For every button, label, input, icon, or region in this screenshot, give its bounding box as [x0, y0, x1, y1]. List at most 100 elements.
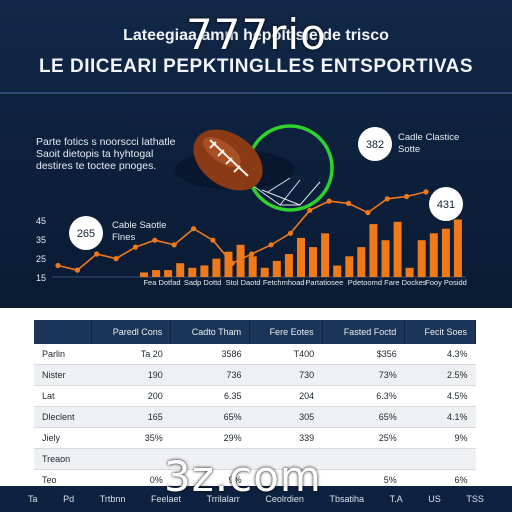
bar: [345, 256, 354, 277]
bar: [429, 233, 438, 277]
football-laces: [209, 139, 249, 177]
line-point: [152, 237, 158, 243]
table-cell: 35%: [91, 427, 171, 449]
bar: [140, 272, 148, 277]
footer-item: Ceolrdien: [265, 494, 304, 504]
callout-value: 265: [77, 228, 95, 240]
line-point: [365, 210, 371, 216]
table-header-cell: Fasted Foctd: [322, 320, 406, 344]
table-row: Teo 0% 9% 5% 6%: [34, 469, 476, 491]
line-point: [404, 193, 410, 200]
table-cell: 165: [91, 406, 171, 428]
line-point: [171, 242, 177, 248]
callout-label: Flnes: [112, 232, 135, 243]
header-divider: [0, 92, 512, 94]
bar: [164, 270, 173, 277]
line-point: [249, 251, 255, 257]
bar: [357, 247, 366, 277]
table-header-cell: [34, 320, 93, 344]
footer-item: Trtbnn: [99, 494, 126, 504]
table-cell: 29%: [170, 427, 250, 449]
table-row: Nister 190 736 730 73% 2.5%: [34, 364, 476, 386]
line-point: [307, 207, 313, 213]
table-row: Jiely 35% 29% 339 25% 9%: [34, 427, 476, 449]
callout-label: Cable Saotle: [112, 220, 166, 231]
bar: [260, 267, 269, 277]
table-cell: $356: [322, 344, 405, 365]
table-cell: Dleclent: [34, 406, 92, 428]
table-cell: [91, 448, 171, 470]
x-tick-label: Fare Dockes: [384, 278, 427, 287]
bar: [393, 221, 402, 277]
line-point: [384, 196, 390, 202]
footer-item: TSS: [466, 494, 484, 504]
football-ring-illustration: [175, 124, 334, 212]
footer-item: Tbsatiha: [329, 494, 365, 504]
line-point: [132, 244, 139, 250]
line-point: [268, 242, 274, 248]
table-cell: 6.3%: [322, 385, 405, 407]
hero-note-line: destires te toctee pnoges.: [36, 160, 157, 172]
line-point: [113, 256, 119, 262]
table-cell: 65%: [322, 406, 405, 428]
x-tick-label: Sadp Dottd: [184, 278, 222, 287]
table-cell: 6.35: [170, 385, 250, 407]
line-point: [210, 237, 216, 243]
footer-item: Pd: [63, 494, 75, 504]
table-cell: [170, 448, 250, 470]
bar: [417, 240, 426, 277]
table-cell: Nister: [34, 364, 92, 386]
table-cell: [404, 448, 476, 470]
table-cell: 4.3%: [404, 344, 476, 365]
table-cell: Jiely: [34, 427, 92, 449]
bar: [224, 251, 233, 277]
bar: [272, 260, 281, 277]
table-cell: Treaon: [34, 448, 92, 470]
callout-bubble: [69, 216, 103, 250]
footer-item: T.A: [389, 494, 403, 504]
y-tick-label: 25: [36, 254, 46, 264]
watermark-bottom: 3z.com: [164, 452, 322, 501]
bar: [236, 244, 245, 277]
watermark-top: 777rio: [186, 10, 327, 59]
title-line-2: LE DIICEARI PEPKTINGLLES ENTSPORTIVAS: [38, 56, 474, 77]
y-tick-label: 15: [36, 273, 46, 283]
table-cell: 4.1%: [404, 406, 476, 428]
hero-note-line: Parte fotics s noorscci lathatle: [36, 136, 176, 148]
bar: [441, 228, 450, 277]
x-tick-label: Pdetoomd: [348, 278, 382, 287]
x-tick-label: Partatiosee: [305, 278, 343, 287]
bar: [333, 265, 342, 277]
x-tick-label: Fea Dotfad: [143, 278, 180, 287]
table-cell: 2.5%: [404, 364, 476, 386]
table-row: Lat 200 6.35 204 6.3% 4.5%: [34, 385, 476, 407]
goal-net: [251, 177, 321, 206]
line-point: [74, 267, 80, 273]
hero-panel: Lateegiaa amm hepoltisle de trisco LE DI…: [0, 0, 512, 308]
hero-note-line: Saoit dietopis ta hyhtogal: [36, 148, 154, 160]
bar: [200, 265, 209, 277]
table-cell: 736: [170, 364, 250, 386]
line-point: [423, 189, 429, 195]
bar: [212, 258, 221, 277]
line-point: [94, 251, 100, 257]
table-cell: 305: [249, 406, 323, 428]
callout-bubble: [358, 127, 392, 161]
table-cell: Lat: [34, 385, 92, 407]
table-row: Treaon: [34, 448, 476, 470]
bar: [297, 237, 305, 277]
table-cell: 25%: [322, 427, 405, 449]
bar: [152, 270, 161, 277]
table-cell: 73%: [322, 364, 405, 386]
table-cell: 4.5%: [404, 385, 476, 407]
bar: [381, 240, 390, 277]
footer-item: US: [428, 494, 441, 504]
y-tick-label: 45: [36, 216, 46, 226]
table-cell: 3586: [170, 344, 250, 365]
line-point: [326, 198, 332, 204]
table-cell: 190: [91, 364, 171, 386]
bar: [369, 224, 378, 277]
table-cell: Ta 20: [91, 344, 171, 365]
table-header-row: Paredl Cons Cadto Tham Fere Eotes Fasted…: [34, 320, 476, 344]
bar: [309, 247, 317, 277]
